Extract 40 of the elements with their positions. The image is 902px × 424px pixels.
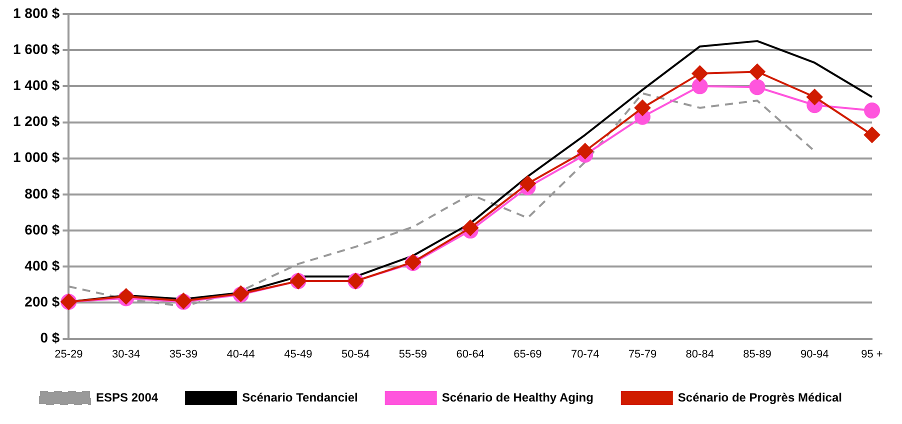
x-tick-label: 90-94 — [800, 348, 829, 360]
x-tick-label: 60-64 — [456, 348, 484, 360]
y-tick-label: 1 000 $ — [12, 149, 60, 166]
x-tick-label: 80-84 — [686, 348, 714, 360]
point — [749, 79, 766, 96]
legend-label: ESPS 2004 — [96, 390, 158, 404]
legend-label: Scénario de Progrès Médical — [678, 390, 842, 404]
y-tick-label: 800 $ — [24, 185, 60, 202]
point — [749, 64, 766, 80]
y-tick-label: 400 $ — [24, 257, 60, 274]
x-tick-label: 35-39 — [169, 348, 198, 360]
y-tick-label: 600 $ — [24, 221, 60, 238]
x-tick-label: 65-69 — [514, 348, 542, 360]
point — [520, 176, 536, 192]
y-tick-label: 1 400 $ — [12, 77, 60, 94]
x-tick-label: 85-89 — [743, 348, 772, 360]
y-tick-label: 1 200 $ — [12, 113, 60, 130]
y-tick-label: 1 600 $ — [12, 40, 60, 57]
x-tick-label: 40-44 — [226, 348, 255, 360]
x-tick-label: 55-59 — [398, 348, 428, 360]
point — [634, 100, 650, 116]
point — [864, 126, 880, 143]
point — [577, 143, 594, 160]
legend-label: Scénario Tendanciel — [242, 390, 358, 404]
y-tick-label: 0 $ — [40, 330, 60, 346]
x-tick-label: 45-49 — [284, 348, 312, 360]
legend-label: Scénario de Healthy Aging — [442, 390, 594, 404]
x-tick-label: 75-79 — [628, 348, 657, 360]
point — [864, 102, 880, 119]
x-tick-label: 95 + — [861, 348, 883, 360]
y-tick-label: 200 $ — [24, 294, 60, 310]
x-tick-label: 25-29 — [54, 348, 83, 360]
x-tick-label: 70-74 — [571, 348, 600, 360]
point — [806, 89, 823, 106]
point — [692, 66, 708, 82]
x-tick-label: 50-54 — [342, 348, 370, 360]
x-tick-label: 30-34 — [112, 348, 140, 360]
point — [692, 78, 708, 94]
point — [462, 220, 478, 236]
y-tick-label: 1 800 $ — [12, 4, 60, 21]
